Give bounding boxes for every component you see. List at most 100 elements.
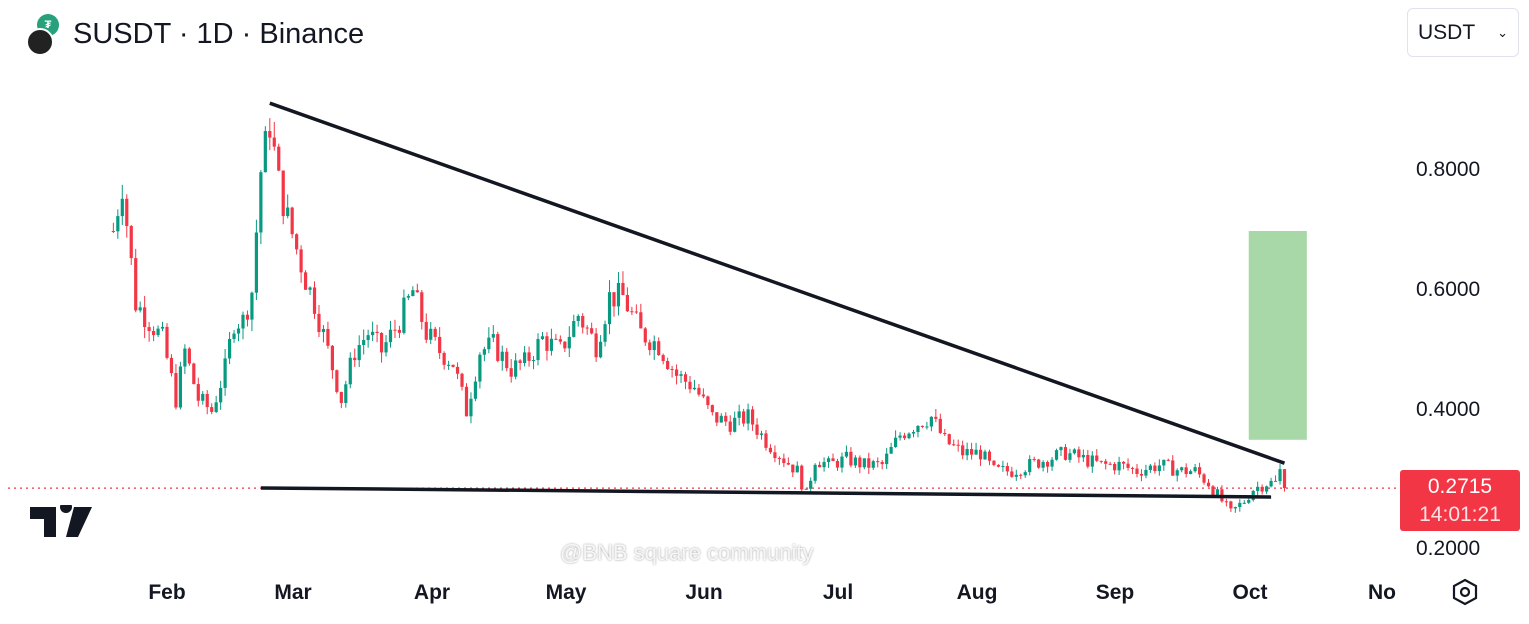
price-tick: 0.2000 <box>1416 537 1481 560</box>
candle-body <box>169 357 174 374</box>
date-tick: Jul <box>822 581 854 604</box>
candle-body <box>1162 459 1166 466</box>
lower-trendline <box>260 486 1272 499</box>
candle-body <box>312 287 317 314</box>
candle-body <box>581 316 585 328</box>
candle-body <box>1242 502 1246 504</box>
candle-body <box>165 326 169 358</box>
candle-body <box>612 292 616 307</box>
candle-body <box>764 433 768 448</box>
candle-body <box>254 232 258 293</box>
settings-icon[interactable] <box>1452 578 1478 606</box>
candle-body <box>648 342 652 351</box>
candle-body <box>263 131 267 173</box>
candle-body <box>523 352 527 364</box>
candle-body <box>1086 454 1090 467</box>
candle-body <box>549 338 554 351</box>
currency-select[interactable]: USDT ⌄ <box>1407 8 1519 57</box>
watermark: @BNB square community <box>560 540 814 565</box>
candle-body <box>295 234 299 250</box>
candle-body <box>831 458 835 462</box>
candle-body <box>178 366 183 408</box>
candle-body <box>134 258 138 311</box>
candle-body <box>666 361 670 370</box>
candle-body <box>683 374 688 382</box>
candle-body <box>1269 480 1273 487</box>
candle-body <box>920 425 925 427</box>
candle-body <box>250 292 254 320</box>
candle-body <box>1019 474 1023 476</box>
candle-body <box>232 333 236 339</box>
candle-body <box>442 352 446 365</box>
candle-body <box>777 457 781 459</box>
candle-body <box>500 351 504 361</box>
candle-body <box>943 432 947 435</box>
candle-body <box>509 368 513 377</box>
candle-body <box>460 373 464 387</box>
candle-body <box>438 336 442 353</box>
candle-body <box>482 349 486 355</box>
candle-body <box>1023 472 1027 476</box>
candle-body <box>1265 486 1269 492</box>
candle-body <box>1238 502 1242 508</box>
candle-body <box>183 348 187 367</box>
candle-body <box>590 328 594 334</box>
candle-body <box>1193 467 1197 472</box>
candle-body <box>898 435 902 438</box>
candle-body <box>1059 447 1063 451</box>
candle-body <box>1229 501 1233 509</box>
candle-body <box>1005 466 1009 472</box>
date-tick: Aug <box>956 581 998 604</box>
candle-body <box>809 480 813 489</box>
candle-body <box>268 131 272 138</box>
date-tick: Feb <box>148 581 186 604</box>
candle-body <box>947 434 951 445</box>
bar-countdown: 14:01:21 <box>1419 503 1501 526</box>
candle-body <box>505 351 509 369</box>
candle-body <box>111 231 115 232</box>
candle-body <box>473 381 478 399</box>
candle-body <box>286 207 290 217</box>
candle-body <box>219 387 223 403</box>
candle-body <box>120 198 124 217</box>
candle-body <box>147 327 151 332</box>
candle-body <box>759 433 764 435</box>
candle-body <box>688 381 692 390</box>
candle-body <box>956 444 960 446</box>
candle-body <box>478 354 482 382</box>
candle-body <box>125 198 129 227</box>
candle-body <box>402 297 406 333</box>
candle-body <box>742 411 746 424</box>
candle-body <box>938 418 942 433</box>
candle-body <box>379 333 384 353</box>
candle-body <box>1256 486 1260 491</box>
candle-body <box>487 337 491 350</box>
candle-body <box>455 366 460 374</box>
candle-body <box>1014 474 1018 477</box>
candle-body <box>871 461 875 468</box>
candle-body <box>862 458 866 468</box>
candle-body <box>1108 463 1112 465</box>
candle-body <box>983 451 987 460</box>
date-tick: Apr <box>413 581 451 604</box>
candle-body <box>585 327 589 329</box>
candle-body <box>1050 459 1054 467</box>
tradingview-logo <box>30 505 92 537</box>
last-price: 0.2715 <box>1427 475 1493 498</box>
candle-body <box>1063 447 1068 460</box>
candle-body <box>160 326 165 329</box>
candle-body <box>1278 469 1282 482</box>
candle-body <box>223 358 227 388</box>
candle-body <box>603 324 607 342</box>
candle-body <box>357 345 361 361</box>
candle-body <box>1099 460 1103 462</box>
candle-body <box>308 287 312 290</box>
candle-body <box>978 449 983 460</box>
candle-body <box>1045 462 1050 467</box>
candle-body <box>750 409 755 425</box>
candle-body <box>567 336 571 349</box>
candle-body <box>791 464 795 473</box>
candle-body <box>1206 482 1211 487</box>
candle-body <box>987 451 992 461</box>
